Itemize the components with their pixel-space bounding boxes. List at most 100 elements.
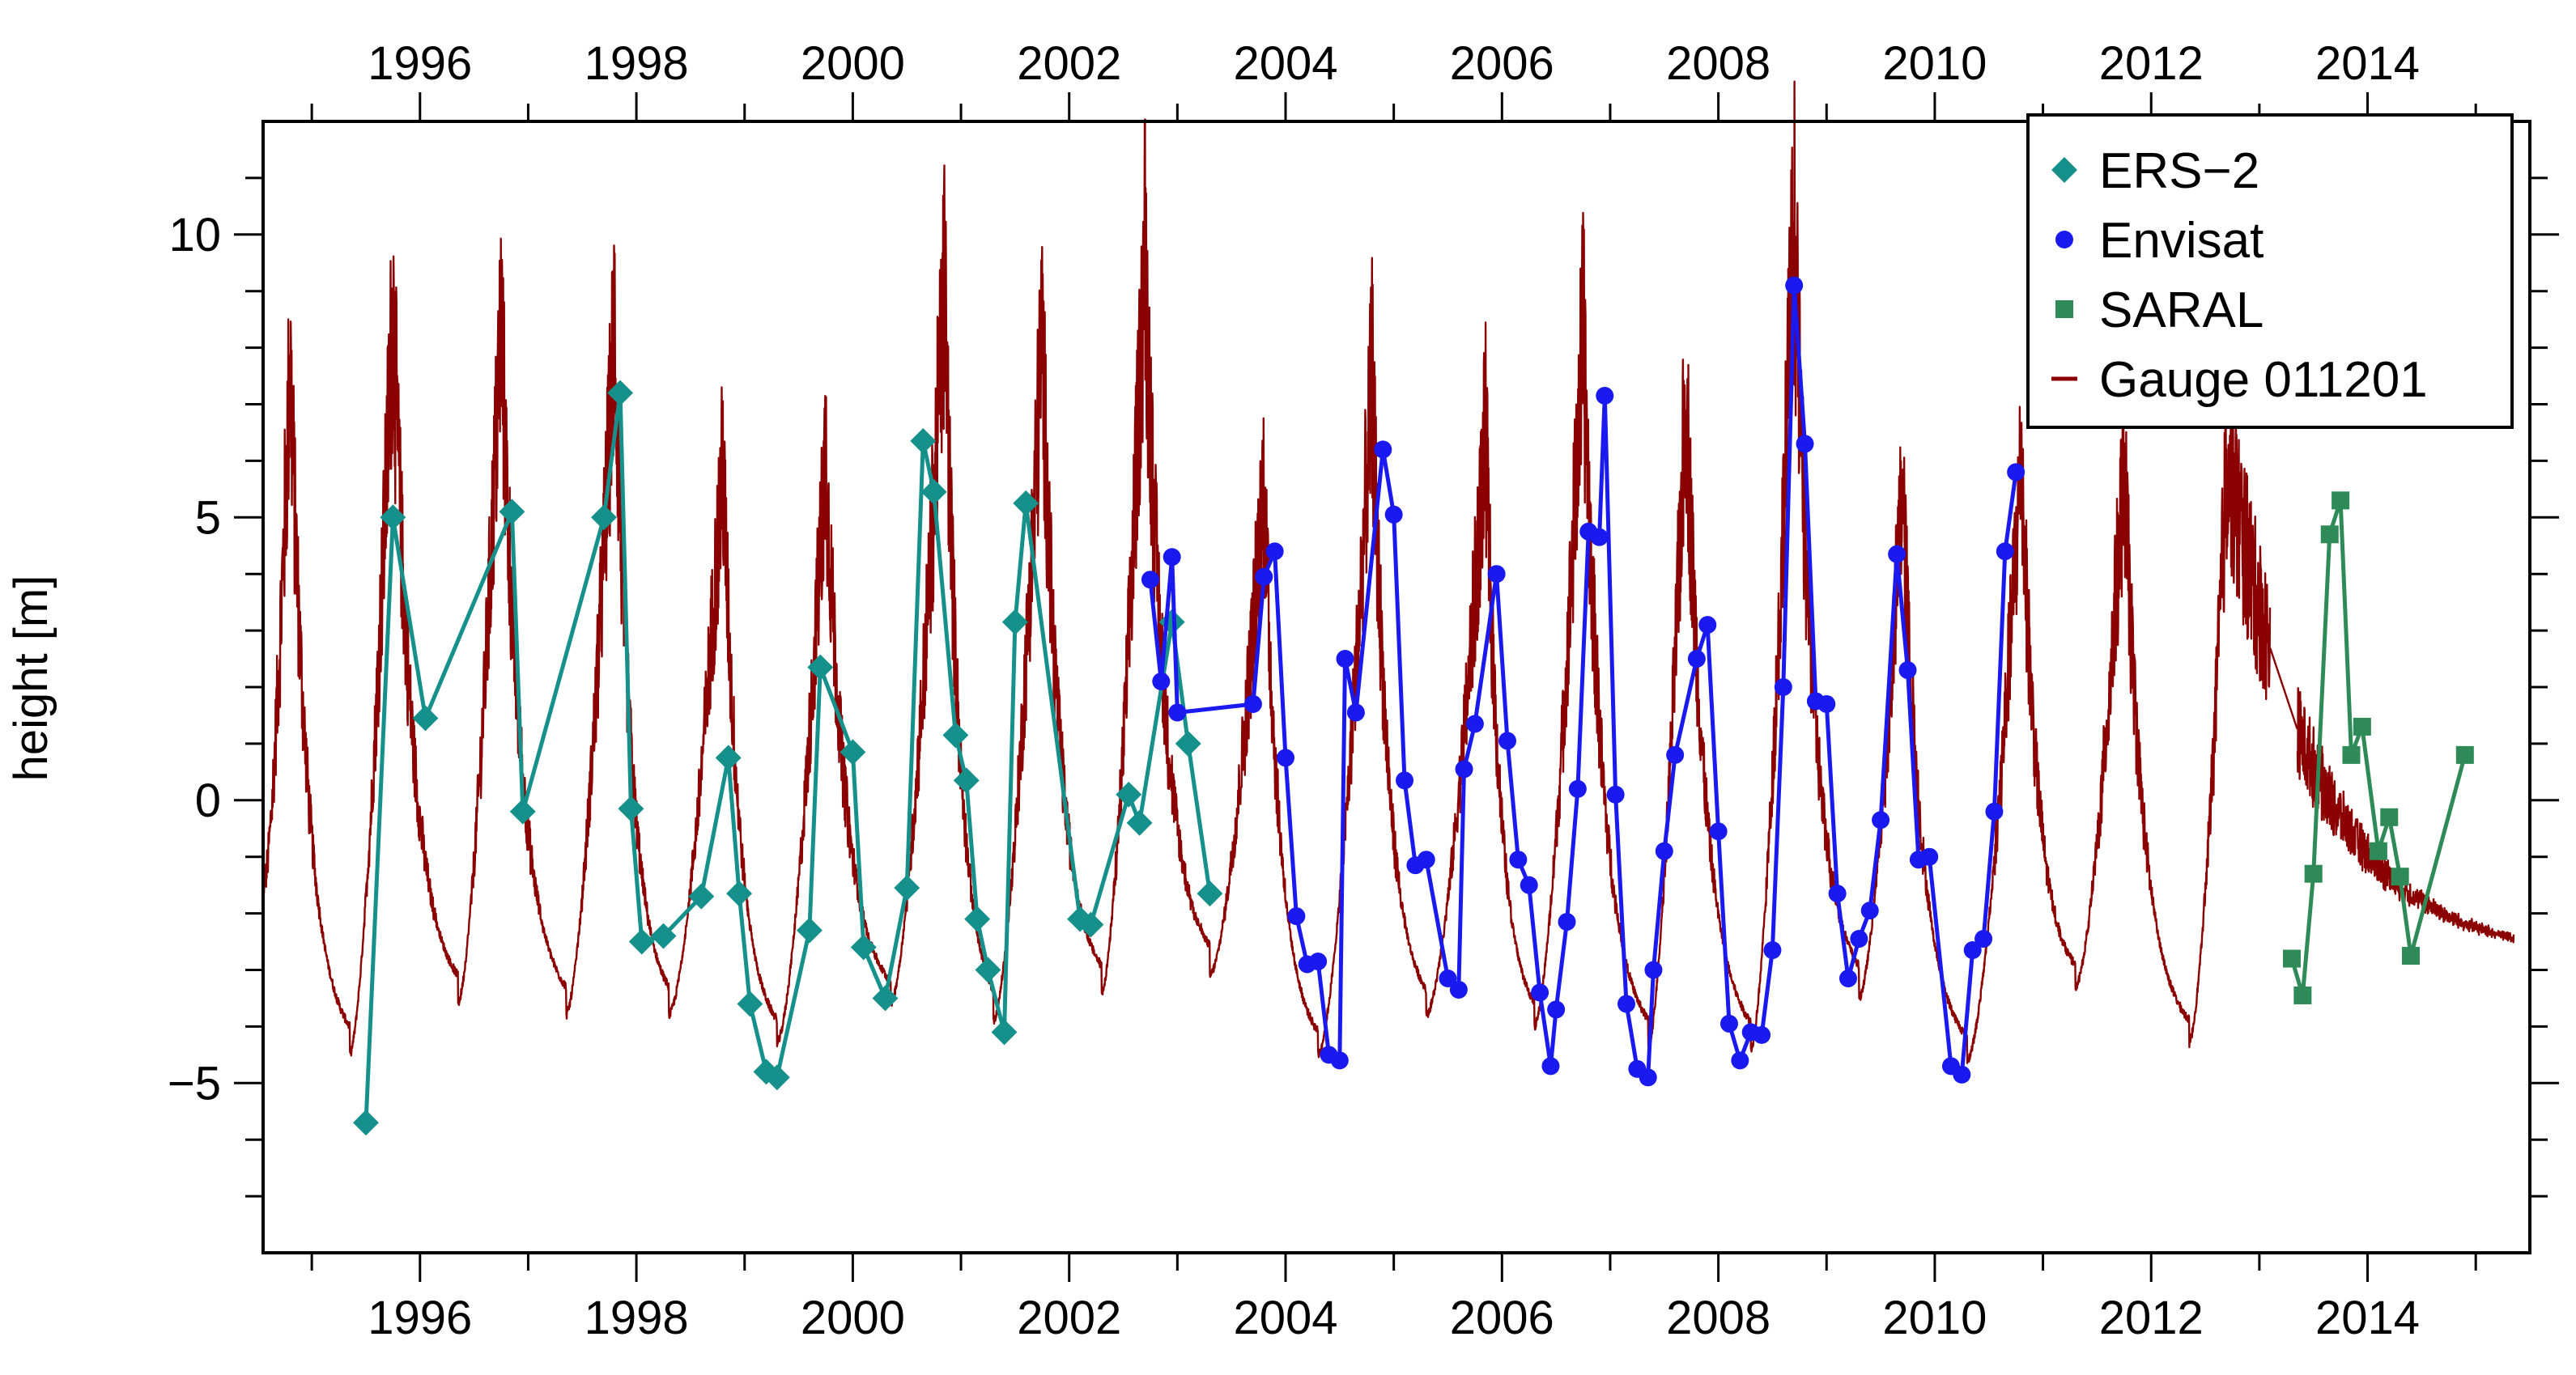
envisat-point-72 <box>2007 463 2026 482</box>
ers2-point-30 <box>1001 609 1028 635</box>
envisat-point-26 <box>1498 732 1516 750</box>
ers2-point-14 <box>737 991 763 1017</box>
envisat-point-58 <box>1838 969 1857 987</box>
saral-series-line <box>2289 498 2468 998</box>
y-tick-label-0: −5 <box>168 1057 221 1110</box>
envisat-point-27 <box>1509 851 1528 869</box>
x-tick-label-bottom-2010: 2010 <box>1882 1292 1987 1344</box>
ers2-point-18 <box>807 654 834 681</box>
gauge-gap-connector <box>2269 647 2298 730</box>
ers2-point-31 <box>1013 490 1039 516</box>
x-tick-label-bottom-1998: 1998 <box>584 1292 689 1344</box>
gauge-line-segment-2 <box>2296 687 2515 944</box>
saral-point-2 <box>2293 986 2312 1004</box>
saral-point-8 <box>2369 842 2387 860</box>
ers2-point-29 <box>991 1019 1018 1046</box>
envisat-point-53 <box>1785 276 1804 295</box>
envisat-point-57 <box>1828 885 1847 903</box>
y-tick-label-3: 10 <box>168 209 221 261</box>
envisat-point-22 <box>1449 980 1468 999</box>
envisat-point-4 <box>1168 703 1187 722</box>
legend-box <box>2026 113 2514 429</box>
x-tick-label-top-2014: 2014 <box>2315 37 2420 90</box>
envisat-point-47 <box>1719 1014 1738 1033</box>
legend-saral-label: SARAL <box>2099 282 2264 338</box>
ers2-point-5 <box>509 798 536 825</box>
x-tick-label-top-2010: 2010 <box>1882 37 1987 90</box>
envisat-point-40 <box>1639 1068 1657 1087</box>
ers2-series-line <box>363 391 1212 1123</box>
ers2-point-32 <box>1067 906 1094 932</box>
envisat-point-67 <box>1953 1065 1971 1084</box>
ers2-point-38 <box>1197 881 1223 907</box>
y-axis-title: height [m] <box>5 575 57 782</box>
ers2-point-15 <box>753 1059 780 1085</box>
ers2-point-6 <box>591 504 617 531</box>
envisat-point-16 <box>1374 440 1392 459</box>
x-tick-label-bottom-2004: 2004 <box>1233 1292 1337 1344</box>
envisat-point-54 <box>1796 435 1814 453</box>
envisat-point-62 <box>1888 545 1906 563</box>
ers2-point-35 <box>1126 809 1153 836</box>
envisat-point-31 <box>1547 1000 1566 1019</box>
envisat-point-32 <box>1558 913 1576 932</box>
envisat-point-33 <box>1568 779 1587 798</box>
saral-point-3 <box>2304 864 2323 883</box>
ers2-point-3 <box>412 705 439 732</box>
envisat-point-23 <box>1455 760 1473 779</box>
envisat-point-48 <box>1731 1051 1749 1070</box>
ers2-point-34 <box>1116 781 1142 808</box>
envisat-point-3 <box>1163 548 1181 567</box>
ers2-point-25 <box>942 722 969 749</box>
legend-envisat-swatch <box>2055 231 2073 248</box>
ers2-point-33 <box>1078 911 1104 938</box>
envisat-point-7 <box>1265 542 1284 561</box>
ers2-point-4 <box>499 499 525 525</box>
ers2-point-10 <box>650 923 677 949</box>
ers2-point-9 <box>628 928 655 955</box>
envisat-point-59 <box>1850 930 1868 948</box>
ers2-point-8 <box>618 796 644 822</box>
envisat-point-30 <box>1541 1057 1560 1076</box>
saral-point-7 <box>2353 717 2371 736</box>
envisat-point-1 <box>1141 571 1159 589</box>
envisat-point-60 <box>1860 902 1879 920</box>
ers2-point-2 <box>380 504 406 531</box>
y-tick-label-1: 0 <box>195 774 221 827</box>
envisat-point-21 <box>1439 969 1457 987</box>
ers2-point-1 <box>353 1110 379 1136</box>
x-tick-label-top-2002: 2002 <box>1017 37 1121 90</box>
x-tick-label-bottom-2002: 2002 <box>1017 1292 1121 1344</box>
ers2-point-7 <box>607 380 634 406</box>
x-tick-label-bottom-2000: 2000 <box>801 1292 905 1344</box>
envisat-point-43 <box>1666 745 1685 764</box>
envisat-point-61 <box>1872 811 1890 830</box>
envisat-point-25 <box>1487 565 1506 584</box>
gauge-series-layer <box>261 80 2515 1064</box>
envisat-point-51 <box>1763 941 1782 960</box>
ers2-point-12 <box>715 745 742 771</box>
ers2-point-26 <box>953 767 980 794</box>
saral-point-12 <box>2455 745 2474 764</box>
envisat-point-5 <box>1243 694 1262 713</box>
ers2-point-28 <box>975 957 1001 983</box>
envisat-point-11 <box>1309 953 1328 971</box>
x-tick-label-bottom-2006: 2006 <box>1450 1292 1554 1344</box>
legend-saral-swatch <box>2055 300 2073 318</box>
saral-point-4 <box>2320 525 2339 544</box>
saral-point-11 <box>2401 947 2420 965</box>
x-tick-label-top-2008: 2008 <box>1666 37 1770 90</box>
x-tick-label-top-2006: 2006 <box>1450 37 1554 90</box>
envisat-point-70 <box>1985 802 2004 821</box>
x-tick-label-top-2012: 2012 <box>2099 37 2204 90</box>
envisat-point-13 <box>1330 1051 1349 1070</box>
envisat-point-36 <box>1596 387 1614 405</box>
legend: ERS−2 Envisat SARAL Gauge 011201 <box>2026 113 2514 429</box>
envisat-point-46 <box>1709 822 1728 841</box>
envisat-point-56 <box>1817 694 1836 713</box>
y-tick-label-2: 5 <box>195 491 221 544</box>
ers2-point-19 <box>840 739 866 766</box>
ers2-point-37 <box>1175 730 1201 757</box>
envisat-point-44 <box>1687 650 1706 668</box>
